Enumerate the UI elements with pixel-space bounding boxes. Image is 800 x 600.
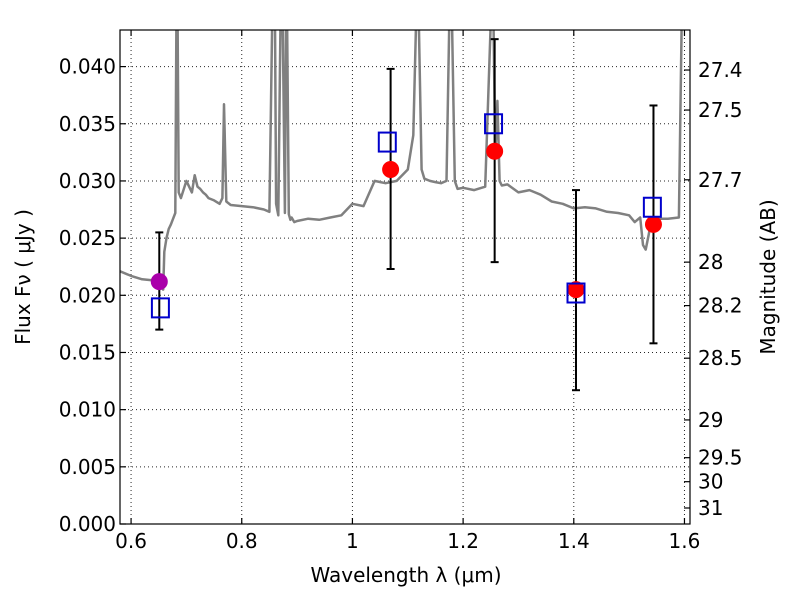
x-tick-label: 1.2: [447, 529, 479, 553]
model-square: [484, 113, 504, 135]
y-tick-label: 0.030: [59, 169, 116, 193]
right-tick-label: 28: [698, 250, 723, 274]
y-tick-label: 0.035: [59, 112, 116, 136]
x-tick-label: 1: [346, 529, 359, 553]
grid-lines: [120, 30, 690, 525]
y-axis-label: Flux Fν ( μJy ): [11, 209, 35, 345]
y-tick-label: 0.040: [59, 55, 116, 79]
x-tick-label: 1.6: [669, 529, 701, 553]
model-square: [150, 297, 170, 319]
right-tick-label: 29.5: [698, 446, 743, 470]
x-axis-label: Wavelength λ (μm): [310, 563, 501, 587]
model-square: [566, 282, 586, 304]
right-axis-label: Magnitude (AB): [756, 199, 780, 354]
right-tick-label: 27.4: [698, 58, 743, 82]
right-tick-label: 31: [698, 496, 723, 520]
y-tick-label: 0.010: [59, 398, 116, 422]
data-point: [486, 142, 504, 160]
model-square: [377, 131, 397, 153]
x-tick-label: 1.4: [558, 529, 590, 553]
right-tick-label: 28.5: [698, 346, 743, 370]
y-axis-ticks: 0.000 0.005 0.010 0.015 0.020 0.025 0.030 0.035…: [59, 55, 126, 536]
y-tick-label: 0.020: [59, 283, 116, 307]
right-tick-label: 30: [698, 470, 723, 494]
x-axis-ticks: 0.6 0.8 1 1.2 1.4 1.6: [115, 30, 700, 553]
x-tick-label: 0.6: [115, 529, 147, 553]
plot-data: [120, 30, 683, 392]
right-tick-label: 29: [698, 408, 723, 432]
right-tick-label: 28.2: [698, 294, 743, 318]
y-tick-label: 0.025: [59, 226, 116, 250]
right-tick-label: 27.7: [698, 168, 743, 192]
y-tick-label: 0.005: [59, 455, 116, 479]
y-tick-label: 0.000: [59, 512, 116, 536]
spectrum-line: [120, 30, 683, 291]
model-square: [642, 196, 662, 218]
data-point: [382, 161, 400, 179]
data-point: [150, 273, 168, 291]
y-tick-label: 0.015: [59, 340, 116, 364]
plot-frame: [119, 29, 691, 525]
right-tick-label: 27.5: [698, 98, 743, 122]
x-tick-label: 0.8: [226, 529, 258, 553]
data-point: [644, 215, 662, 233]
